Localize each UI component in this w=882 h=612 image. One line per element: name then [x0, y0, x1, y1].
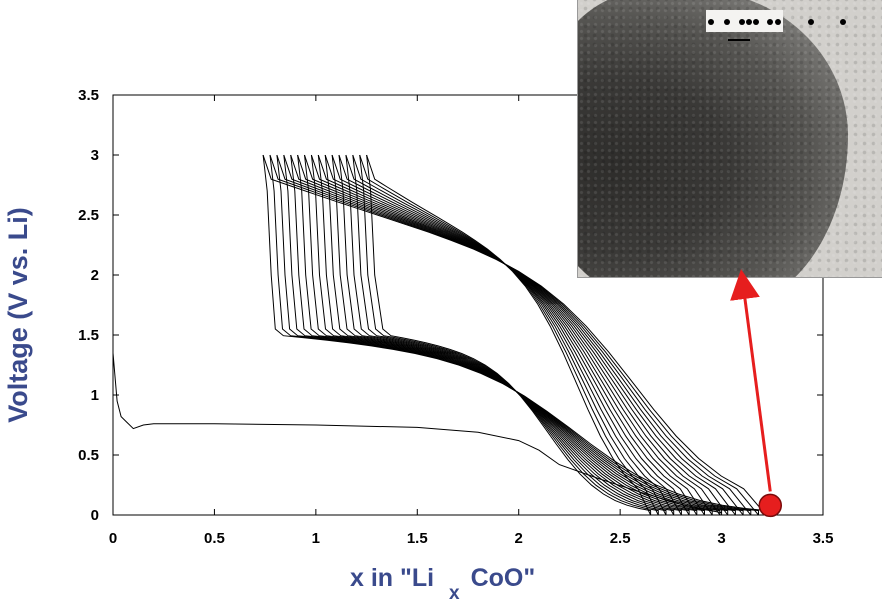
tem-inset-image: [577, 0, 882, 278]
x-axis-title: x in "Li x CoO": [350, 564, 535, 605]
x-tick-label: 0: [109, 530, 117, 547]
y-tick-label: 1: [91, 387, 99, 404]
series-group: [112, 154, 767, 516]
scale-label-glyph: [808, 19, 814, 25]
x-axis-title-prefix: x in "Li: [350, 564, 434, 592]
x-tick-label: 1: [312, 530, 320, 547]
plot-frame: [112, 94, 824, 516]
scale-label-glyph: [746, 19, 752, 25]
scale-label-glyph: [767, 19, 773, 25]
x-axis-title-subscript: x: [449, 583, 460, 604]
x-tick-label: 2: [515, 530, 523, 547]
discharge-curve: [366, 154, 652, 515]
y-tick-label: 3: [91, 147, 99, 164]
y-tick-label: 3.5: [78, 87, 99, 104]
y-tick-label: 0: [91, 507, 99, 524]
scale-label-glyph: [840, 19, 846, 25]
y-tick-label: 2: [91, 267, 99, 284]
x-axis-ticks: 0 0.5 1 1.5 2 2.5 3 3.5: [109, 95, 834, 547]
highlight-marker: [758, 493, 783, 518]
x-tick-label: 0.5: [204, 530, 225, 547]
scale-bar: [728, 39, 750, 41]
inset-particle: [578, 0, 848, 277]
scale-label-glyph: [739, 19, 745, 25]
x-tick-label: 2.5: [610, 530, 631, 547]
scale-label-glyph: [724, 19, 730, 25]
first-discharge-curve: [112, 352, 722, 514]
y-tick-label: 0.5: [78, 447, 99, 464]
charge-curve: [366, 154, 652, 516]
scale-label-glyph: [753, 19, 759, 25]
scale-label-glyph: [708, 19, 714, 25]
x-tick-label: 3: [717, 530, 725, 547]
x-tick-label: 3.5: [813, 530, 834, 547]
inset-texture: [578, 0, 882, 277]
y-tick-label: 2.5: [78, 207, 99, 224]
marker-layer: [758, 493, 783, 518]
x-axis-title-suffix: CoO": [471, 564, 536, 592]
x-tick-label: 1.5: [407, 530, 428, 547]
scale-label-glyph: [775, 19, 781, 25]
y-axis-title: Voltage (V vs. Li): [3, 207, 33, 423]
y-tick-label: 1.5: [78, 327, 99, 344]
